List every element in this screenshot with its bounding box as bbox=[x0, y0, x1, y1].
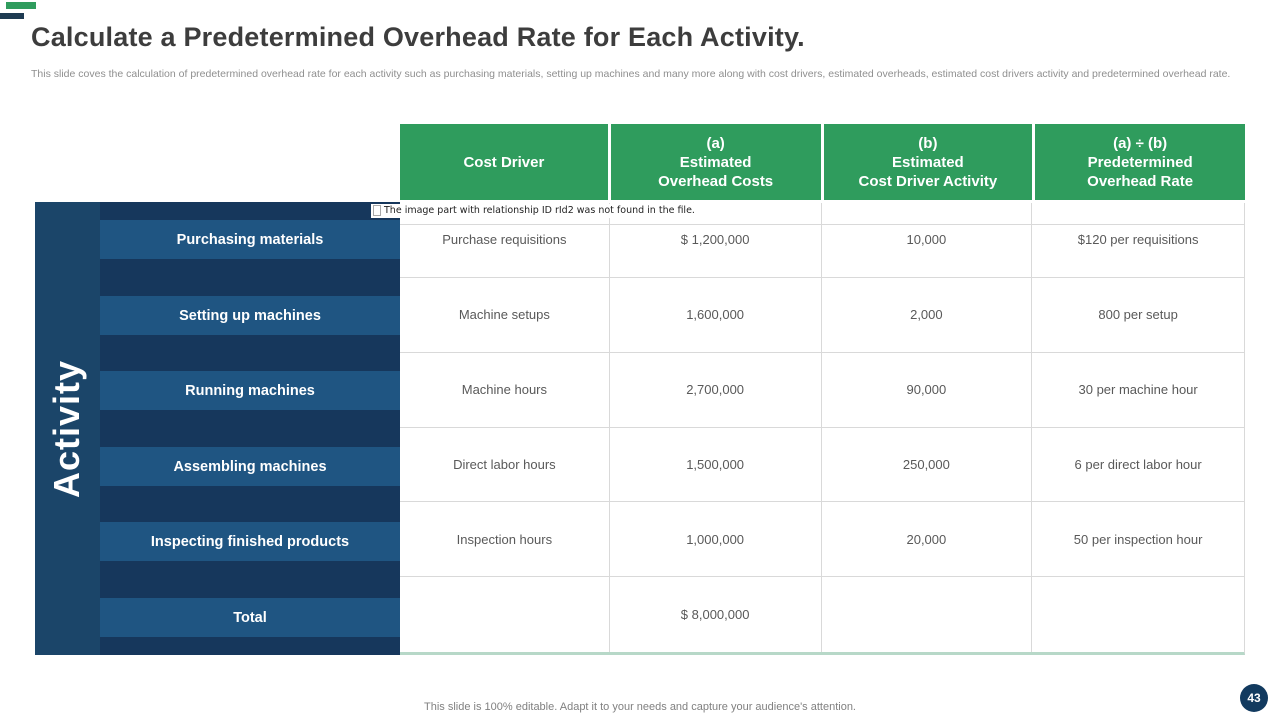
table-cell: 800 per setup bbox=[1032, 278, 1244, 353]
table-cell: 20,000 bbox=[821, 502, 1033, 578]
header-cost-driver: Cost Driver bbox=[400, 124, 608, 200]
table-body: Purchase requisitions $ 1,200,000 10,000… bbox=[400, 203, 1245, 655]
table-cell bbox=[400, 577, 610, 652]
slide-title: Calculate a Predetermined Overhead Rate … bbox=[31, 22, 805, 52]
missing-image-error: The image part with relationship ID rId2… bbox=[371, 204, 698, 218]
table-cell-total: $ 8,000,000 bbox=[610, 577, 822, 652]
table-header-row: Cost Driver (a) Estimated Overhead Costs… bbox=[400, 124, 1245, 200]
table-cell: 30 per machine hour bbox=[1032, 353, 1244, 428]
activity-item-inspecting-finished-products: Inspecting finished products bbox=[100, 522, 400, 561]
table-cell: Direct labor hours bbox=[400, 427, 610, 503]
table-cell: 1,000,000 bbox=[609, 502, 822, 578]
activity-panel: Activity Purchasing materials Setting up… bbox=[35, 202, 400, 655]
table-cell: Machine hours bbox=[400, 352, 610, 428]
broken-image-icon bbox=[373, 205, 381, 216]
table-cell: 1,600,000 bbox=[609, 277, 822, 353]
table-cell: Purchase requisitions bbox=[400, 203, 610, 278]
header-predetermined-overhead-rate: (a) ÷ (b) Predetermined Overhead Rate bbox=[1035, 124, 1245, 200]
header-estimated-overhead-costs: (a) Estimated Overhead Costs bbox=[610, 124, 821, 200]
accent-bar-green bbox=[6, 2, 36, 9]
table-cell: 6 per direct labor hour bbox=[1032, 428, 1244, 503]
slide-subtitle: This slide coves the calculation of pred… bbox=[31, 68, 1231, 80]
footer-note: This slide is 100% editable. Adapt it to… bbox=[424, 701, 856, 713]
table-cell: $ 1,200,000 bbox=[609, 203, 822, 278]
activity-panel-strip bbox=[100, 202, 400, 655]
header-estimated-cost-driver-activity: (b) Estimated Cost Driver Activity bbox=[823, 124, 1033, 200]
table-cell: 90,000 bbox=[821, 352, 1033, 428]
activity-item-purchasing-materials: Purchasing materials bbox=[100, 220, 400, 259]
missing-image-error-text: The image part with relationship ID rId2… bbox=[384, 205, 695, 216]
table-cell: 50 per inspection hour bbox=[1032, 502, 1244, 578]
image-placeholder-edge bbox=[400, 224, 1245, 225]
table-cell: 10,000 bbox=[821, 203, 1033, 278]
activity-item-running-machines: Running machines bbox=[100, 371, 400, 410]
activity-item-total: Total bbox=[100, 598, 400, 637]
table-cell bbox=[822, 577, 1033, 652]
table-cell: 2,000 bbox=[821, 277, 1033, 353]
table-cell: 2,700,000 bbox=[609, 352, 822, 428]
activity-axis-label: Activity bbox=[46, 359, 88, 498]
activity-item-setting-up-machines: Setting up machines bbox=[100, 296, 400, 335]
activity-item-assembling-machines: Assembling machines bbox=[100, 447, 400, 486]
table-cell bbox=[1032, 577, 1244, 652]
table-cell: $120 per requisitions bbox=[1032, 203, 1244, 278]
table-cell: Inspection hours bbox=[400, 502, 610, 578]
page-number-badge: 43 bbox=[1240, 684, 1268, 712]
accent-bar-navy bbox=[0, 13, 24, 19]
activity-axis: Activity bbox=[35, 202, 100, 655]
table-cell: Machine setups bbox=[400, 277, 610, 353]
table-cell: 250,000 bbox=[821, 427, 1033, 503]
table-cell: 1,500,000 bbox=[609, 427, 822, 503]
